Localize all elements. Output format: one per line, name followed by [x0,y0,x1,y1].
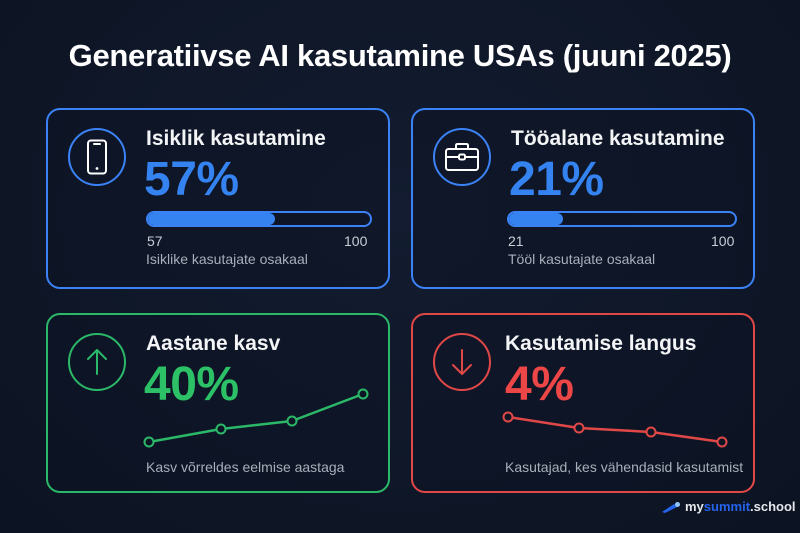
telescope-icon [662,501,680,513]
briefcase-icon [445,143,479,171]
progress-bar-work [507,211,737,227]
scale-min-label: 57 [147,233,163,249]
scale-max-label: 100 [711,233,735,249]
card-title: Tööalane kasutamine [511,127,725,150]
card-value: 57% [144,153,239,206]
page-title: Generatiivse AI kasutamine USAs (juuni 2… [68,38,732,73]
card-title: Kasutamise langus [505,332,697,355]
progress-bar-personal [146,211,372,227]
card-value: 21% [509,153,604,206]
card-title: Aastane kasv [146,332,281,355]
scale-min-label: 21 [508,233,524,249]
brand-accent: summit [703,499,751,514]
progress-fill [509,213,564,225]
progress-fill [148,213,275,225]
brand-logo: my summit .school [661,499,796,514]
card-caption: Kasutajad, kes vähendasid kasutamist [505,459,744,475]
card-value: 40% [144,358,239,411]
card-caption: Kasv võrreldes eelmise aastaga [146,459,345,475]
scale-max-label: 100 [344,233,368,249]
card-caption: Isiklike kasutajate osakaal [146,251,308,267]
card-work-use: Tööalane kasutamine 21% 21 100 Tööl kasu… [411,108,755,289]
brand-prefix: my [685,499,704,514]
card-personal-use: Isiklik kasutamine 57% 57 100 Isiklike k… [46,108,390,289]
smartphone-icon [87,139,107,175]
arrow-up-icon [87,349,107,375]
brand-suffix: .school [750,499,796,514]
arrow-down-icon-circle [433,333,491,391]
smartphone-icon-circle [68,128,126,186]
card-value: 4% [505,358,574,411]
briefcase-icon-circle [433,128,491,186]
arrow-up-icon-circle [68,333,126,391]
card-usage-decline: Kasutamise langus 4% Kasutajad, kes vähe… [411,313,755,493]
card-annual-growth: Aastane kasv 40% Kasv võrreldes eelmise … [46,313,390,493]
card-title: Isiklik kasutamine [146,127,326,150]
card-caption: Tööl kasutajate osakaal [508,251,656,267]
arrow-down-icon [452,349,472,375]
